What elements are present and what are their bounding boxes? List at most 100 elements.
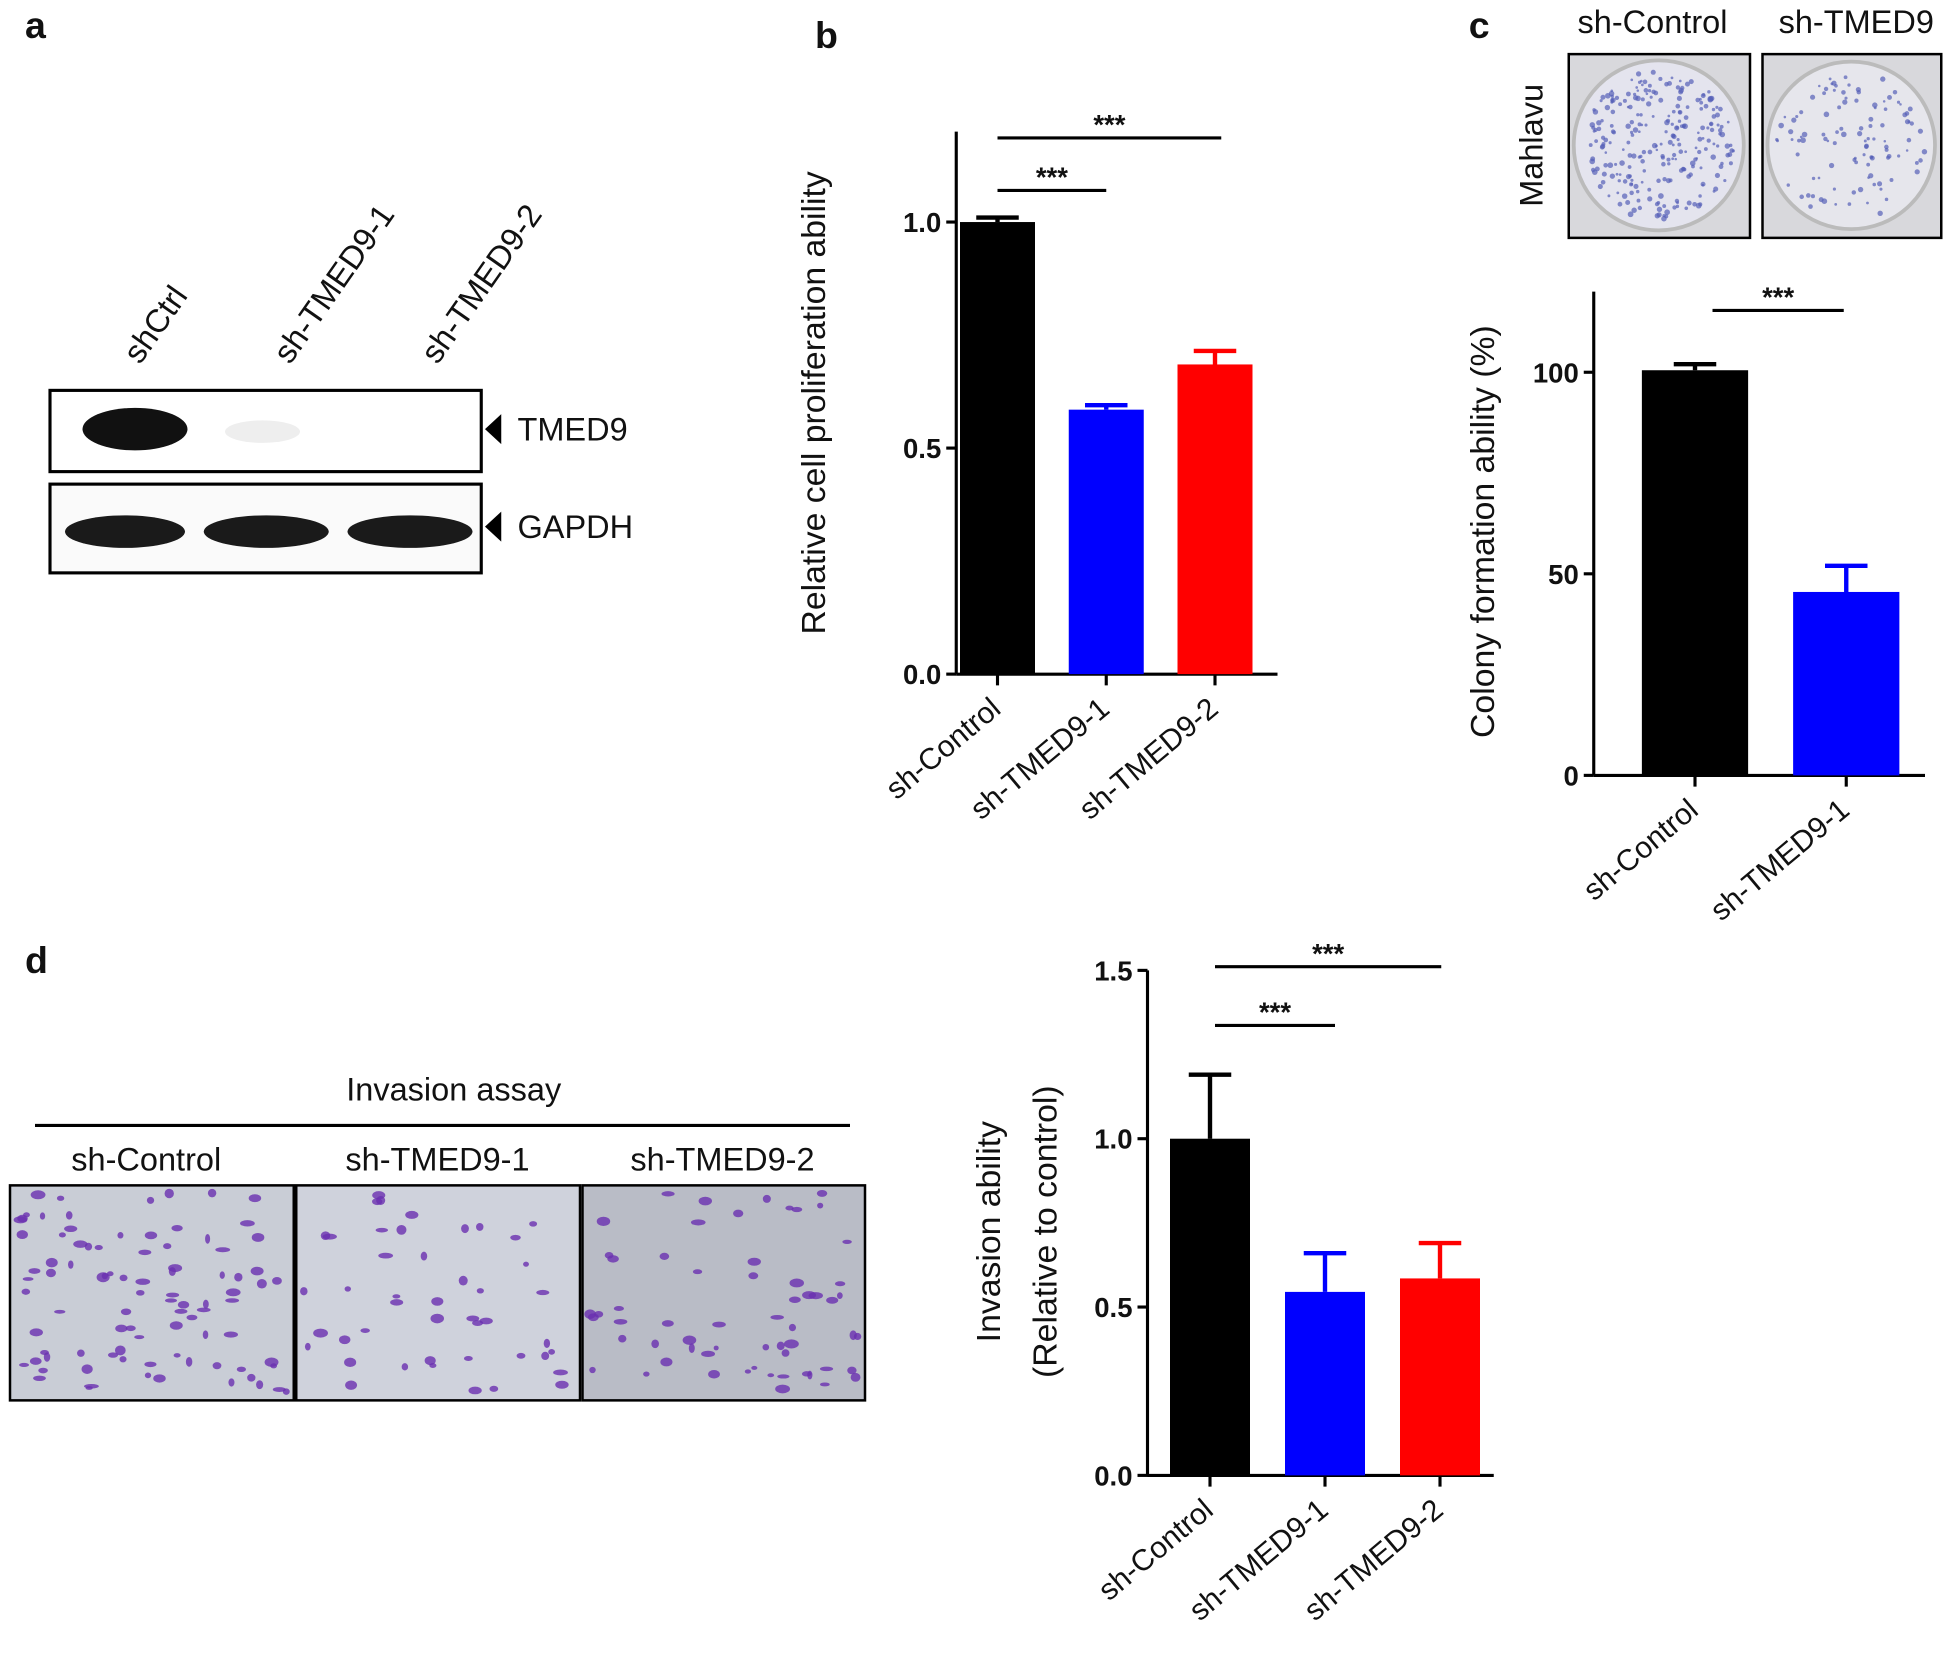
colony-dot [1892,89,1898,95]
colony-dot [1706,138,1711,143]
colony-dot [1599,99,1603,103]
bar [1400,1278,1480,1476]
bar [960,222,1035,675]
cell [94,1245,103,1251]
cell [202,1299,209,1309]
colony-dot [1607,194,1611,198]
colony-dot [1857,186,1864,193]
colony-dot [1839,126,1844,131]
colony-dot [1795,114,1799,119]
colony-dot [1714,172,1721,179]
colony-dot [1821,198,1828,204]
cell [272,1277,282,1285]
band [225,420,300,443]
cell [396,1224,407,1235]
colony-dot [1658,97,1664,103]
cell [541,1351,550,1361]
colony-dot [1685,105,1690,109]
x-tick-label: sh-Control [1577,793,1704,907]
y-axis-label: (Relative to control) [1026,1085,1064,1378]
cell [747,1257,761,1266]
colony-dot [1837,105,1842,110]
colony-dot [1699,100,1704,105]
colony-dot [1597,183,1603,190]
colony-dot [1594,166,1600,172]
colony-dot [1667,114,1671,118]
colony-dot [1719,124,1724,129]
error-bar [1085,402,1128,410]
colony-dot [1862,153,1866,157]
colony-dot [1841,131,1847,138]
panel-letter: b [815,14,838,56]
cell [775,1384,791,1394]
colony-dot [1778,122,1784,129]
colony-dot [1619,160,1625,166]
significance-label: *** [1312,938,1344,969]
panel-letter: d [25,939,48,981]
cell [163,1243,172,1250]
colony-dot [1671,157,1675,161]
cell [801,1371,812,1377]
colony-dot [1831,80,1837,86]
cell [117,1232,124,1239]
y-tick-label: 50 [1548,559,1579,590]
cell [661,1320,674,1327]
cell [392,1294,401,1299]
colony-dot [1670,76,1674,80]
colony-dot [1600,94,1606,100]
colony-dot [1630,178,1634,182]
cell [458,1275,468,1286]
cell [776,1341,785,1351]
cell [136,1289,145,1296]
colony-dot [1610,100,1614,104]
colony-dot [1677,119,1682,123]
band-label: TMED9 [518,411,628,447]
colony-dot [1630,78,1634,82]
cell [114,1345,126,1356]
colony-dot [1617,201,1623,207]
colony-dot [1797,138,1801,143]
colony-dot [1695,157,1699,160]
colony-dot [1641,149,1647,155]
cell [712,1321,726,1328]
colony-dot [1675,204,1680,209]
cell [21,1288,31,1295]
colony-dot [1810,194,1815,199]
band [65,515,185,548]
colony-images: sh-Control sh-TMED9 Mahlavu [1514,4,1943,240]
cell [33,1375,46,1382]
colony-dot [1629,190,1634,196]
colony-dot [1684,150,1688,154]
cell [300,1287,308,1296]
cell [543,1338,551,1348]
cell [690,1219,706,1226]
colony-dot [1851,190,1857,195]
colony-dot [1671,143,1675,147]
colony-dot [1872,102,1878,108]
colony-dot [1610,129,1616,134]
cell [390,1299,404,1306]
colony-dot [1647,89,1652,93]
colony-dot [1832,88,1836,92]
bar [1285,1291,1365,1476]
colony-dot [1635,71,1642,77]
cell [659,1252,670,1260]
cell [215,1247,231,1253]
cell [589,1366,596,1374]
cell [536,1289,550,1296]
colony-dot [1847,202,1852,206]
y-axis-label: Relative cell proliferation ability [795,171,833,634]
colony-dot [1628,174,1632,179]
cell [168,1267,176,1276]
colony-dot [1697,131,1700,135]
colony-dot [1667,139,1673,145]
cell [120,1308,132,1316]
colony-dot [1783,115,1787,119]
colony-dot [1877,210,1883,216]
dish [1765,59,1937,231]
cell [144,1372,152,1379]
colony-dot [1884,147,1889,152]
cell [837,1292,843,1299]
cell [29,1328,43,1337]
colony-dot [1868,173,1874,179]
